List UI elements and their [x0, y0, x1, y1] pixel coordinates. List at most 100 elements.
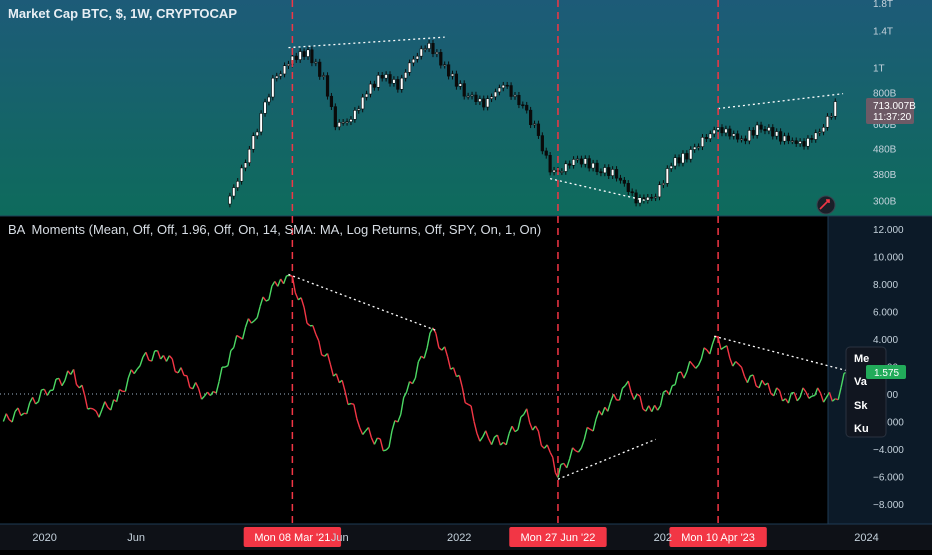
candle-body	[682, 153, 685, 163]
candle-body	[311, 50, 314, 63]
candle-body	[447, 65, 450, 76]
price-axis-tick: 480B	[873, 145, 897, 156]
indicator-line-segment	[812, 395, 815, 396]
candle-body	[717, 127, 720, 129]
event-marker-label: Mon 08 Mar '21	[254, 532, 330, 544]
price-last-value: 713.007B	[873, 101, 916, 112]
candle-body	[662, 183, 665, 184]
candle-body	[615, 169, 618, 178]
price-countdown: 11:37:20	[873, 112, 912, 123]
candle-body	[736, 134, 739, 139]
indicator-axis-tick: 4.000	[873, 335, 898, 346]
price-last-label: 713.007B 11:37:20	[866, 98, 916, 124]
side-legend-box[interactable]: Me Va Sk Ku	[846, 347, 886, 437]
candle-body	[619, 178, 622, 180]
candle-body	[545, 151, 548, 155]
candle-body	[600, 172, 603, 173]
candle-body	[588, 159, 591, 168]
indicator-axis-tick: −6.000	[873, 473, 904, 484]
candle-body	[693, 147, 696, 149]
candle-body	[412, 59, 415, 63]
candle-body	[283, 66, 286, 74]
indicator-axis-tick: 6.000	[873, 308, 898, 319]
candle-body	[408, 63, 411, 72]
candle-body	[315, 62, 318, 63]
price-panel-title: Market Cap BTC, $, 1W, CRYPTOCAP	[8, 6, 237, 21]
candle-body	[318, 62, 321, 76]
candle-body	[646, 197, 649, 200]
candle-body	[541, 136, 544, 151]
time-axis-tick: 2024	[854, 532, 878, 544]
candle-body	[522, 105, 525, 106]
candle-body	[385, 75, 388, 79]
time-axis-tick: Jun	[127, 532, 145, 544]
candle-body	[686, 153, 689, 159]
indicator-axis-tick: −8.000	[873, 500, 904, 511]
side-legend-mean: Me	[854, 353, 869, 365]
indicator-line-segment	[348, 404, 351, 405]
candle-body	[744, 139, 747, 141]
candle-body	[467, 96, 470, 97]
candle-body	[826, 116, 829, 127]
time-axis-tick: 202	[654, 532, 672, 544]
candle-body	[764, 129, 767, 131]
candle-body	[740, 139, 743, 140]
candle-body	[482, 99, 485, 107]
candle-body	[814, 133, 817, 140]
candle-body	[248, 149, 251, 163]
candle-body	[432, 43, 435, 53]
candle-body	[635, 193, 638, 203]
indicator-line-segment	[383, 450, 386, 451]
candle-body	[229, 196, 232, 204]
candle-body	[295, 56, 298, 60]
candle-body	[342, 122, 345, 123]
candle-body	[486, 99, 489, 107]
candle-body	[752, 130, 755, 135]
candle-body	[709, 134, 712, 139]
candle-body	[498, 88, 501, 92]
candle-body	[756, 125, 759, 135]
candle-body	[760, 125, 763, 129]
candle-body	[666, 169, 669, 184]
candle-body	[732, 134, 735, 136]
candle-body	[475, 95, 478, 102]
candle-body	[389, 75, 392, 84]
candle-body	[775, 132, 778, 137]
candle-body	[779, 132, 782, 142]
candle-body	[510, 86, 513, 97]
candle-body	[346, 122, 349, 123]
candle-body	[518, 95, 521, 104]
candle-body	[494, 92, 497, 97]
candle-body	[272, 78, 275, 97]
candle-body	[236, 181, 239, 187]
price-axis-tick: 800B	[873, 88, 897, 99]
candle-body	[631, 192, 634, 193]
candle-body	[326, 76, 329, 97]
candle-body	[463, 84, 466, 97]
candle-body	[307, 50, 310, 57]
candle-body	[303, 52, 306, 57]
reset-button[interactable]	[817, 196, 835, 214]
candle-body	[436, 52, 439, 53]
candle-body	[256, 132, 259, 136]
candle-body	[506, 85, 509, 86]
candle-body	[330, 96, 333, 106]
candle-body	[822, 127, 825, 132]
candle-body	[607, 168, 610, 176]
candle-body	[705, 137, 708, 138]
candle-body	[553, 170, 556, 172]
indicator-line-segment	[88, 408, 91, 409]
candle-body	[252, 136, 255, 149]
indicator-line-segment	[351, 404, 354, 405]
candle-body	[787, 136, 790, 141]
side-legend-skew: Sk	[854, 400, 868, 412]
candle-body	[338, 122, 341, 126]
candle-body	[689, 149, 692, 159]
candle-body	[240, 168, 243, 181]
candle-body	[361, 97, 364, 109]
candle-body	[322, 76, 325, 77]
candle-body	[584, 159, 587, 165]
candle-body	[674, 158, 677, 166]
candle-body	[529, 110, 532, 125]
